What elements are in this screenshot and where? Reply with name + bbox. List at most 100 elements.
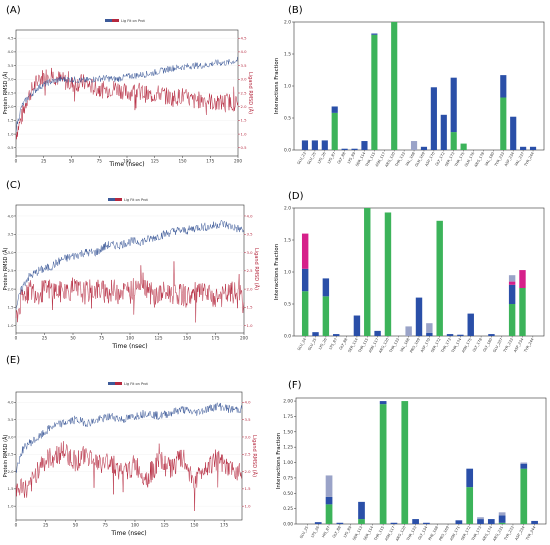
interactions-plot-f: 0.00 0.25 0.50 0.75 1.00 1.25 1.50 1.75 2.00 GLU… <box>276 397 547 543</box>
x-tick-label: GLU_24 <box>297 337 308 351</box>
y2-tick-label: 4.5 <box>241 36 248 41</box>
y-tick-label: 0.0 <box>284 148 291 154</box>
x-tick-label: VAL_168 <box>405 151 416 167</box>
bar-water-bridges-asp_170 <box>426 323 433 333</box>
panel-letter-f: (F) <box>288 380 302 391</box>
x-tick-label: 150 <box>183 336 191 341</box>
x-tick-label: ARG_231 <box>492 526 504 542</box>
protein-rmsd-line <box>15 402 243 473</box>
x-tick-label: ASN_171 <box>449 526 461 542</box>
bar-h-bonds-ser_113 <box>358 519 365 524</box>
x-tick-label: TYR_244 <box>525 525 537 542</box>
y2-tick-label: 2.5 <box>247 268 254 273</box>
x-tick-label: 100 <box>126 336 134 341</box>
x-axis-label: Time (nsec) <box>108 161 144 168</box>
bar-hydrophobic-thr_115 <box>371 33 378 35</box>
y-tick-label: 2.00 <box>283 399 293 405</box>
rmsd-plot-e: 1.0 1.5 2.0 2.5 3.0 3.5 4.0 1.0 1.5 2.0 2.5 3.0 3.5… <box>2 382 258 537</box>
bar-hydrophobic-pro_169 <box>415 297 423 336</box>
y2-axis-label: Ligand RMSD (Å) <box>253 248 260 290</box>
y-tick-label: 1.75 <box>283 414 293 420</box>
bar-h-bonds-lys_26 <box>322 296 330 336</box>
x-tick-label: 100 <box>131 523 139 528</box>
bar-hydrophobic-glu_25 <box>312 332 319 336</box>
y-tick-label: 2.5 <box>7 268 14 273</box>
grid <box>16 402 242 507</box>
bar-layer <box>301 22 537 150</box>
bar-hydrophobic-ser_114 <box>361 141 368 150</box>
y2-tick-label: 2.5 <box>245 452 252 457</box>
x-tick-label: TYR_233 <box>502 338 514 354</box>
x-tick-label: 0 <box>15 523 18 528</box>
y-tick-label: 1.00 <box>283 460 293 466</box>
legend-swatch-red <box>115 198 122 201</box>
y2-tick-label: 4.0 <box>247 213 254 218</box>
y2-tick-label: 4.0 <box>241 49 248 54</box>
bar-hydrophobic-asp_170 <box>430 87 437 150</box>
legend-label: Lig Fit on Prot <box>124 198 148 202</box>
bar-h-bonds-arg_120 <box>401 401 409 524</box>
x-tick-label: GLY_88 <box>332 525 342 539</box>
x-tick-label: GLY_172 <box>435 152 446 167</box>
bar-h-bonds-lys_87 <box>331 112 338 150</box>
x-tick-label: SER_114 <box>363 525 375 541</box>
bar-h-bonds-thr_115 <box>371 34 378 150</box>
x-tick-label: GLU_25 <box>299 526 309 540</box>
x-tick-label: THR_115 <box>373 526 385 543</box>
bar-hydrophobic-thr_173 <box>446 334 454 336</box>
x-tick-label: THR_173 <box>470 526 482 543</box>
x-tick-label: THR_133 <box>394 152 406 169</box>
x-tick-label: LYS_87 <box>327 152 337 165</box>
x-tick-label: 75 <box>103 523 109 528</box>
bar-hydrophobic-asp_234 <box>520 463 528 469</box>
bar-hydrophobic-ser_113 <box>358 501 365 520</box>
interactions-plot-d: 0.0 0.5 1.0 1.5 2.0 GLU_24 GLU_25 LYS_26 LYS_87… <box>274 206 545 355</box>
bar-hydrophobic-thr_133 <box>412 519 419 524</box>
x-ticks: GLU_23 GLU_25 LYS_26 LYS_87 GLY_88 LYS_89SER_… <box>297 150 535 169</box>
x-tick-label: 150 <box>190 523 198 528</box>
x-tick-label: SER_173 <box>444 152 455 168</box>
x-tick-label: 200 <box>234 159 242 164</box>
bar-h-bonds-asp_234 <box>519 288 526 336</box>
ligand-rmsd-line <box>15 261 245 323</box>
y-ticks: 0.00 0.25 0.50 0.75 1.00 1.25 1.50 1.75 2.00 <box>283 399 296 528</box>
bar-hydrophobic-lys_26 <box>322 278 330 297</box>
x-tick-label: THR_133 <box>388 338 400 355</box>
plot-frame <box>295 397 547 525</box>
x-tick-label: 150 <box>179 159 187 164</box>
bar-layer <box>301 208 526 336</box>
y-axis-label: Interactions Fraction <box>274 57 280 114</box>
x-tick-label: LYS_26 <box>317 151 327 164</box>
x-tick-label: ASN_175 <box>461 338 473 354</box>
bar-hydrophobic-gly_172 <box>440 114 447 150</box>
y-tick-label: 1.5 <box>7 118 14 123</box>
x-tick-label: SER_172 <box>460 526 471 542</box>
bar-hydrophobic-val_237 <box>520 146 527 150</box>
y-tick-label: 3.5 <box>7 232 14 237</box>
y-ticks: 1.0 1.5 2.0 2.5 3.0 3.5 4.0 <box>7 400 16 508</box>
bar-h-bonds-ser_172 <box>466 487 474 524</box>
legend-swatch-blue <box>105 19 112 22</box>
x-tick-label: 0 <box>15 336 18 341</box>
x-tick-label: VAL_180 <box>484 151 495 167</box>
ligand-rmsd-line <box>15 67 239 140</box>
interactions-plot-b: 0.0 0.5 1.0 1.5 2.0 GLU_23 GLU_25 LYS_26 LYS_87… <box>274 20 545 169</box>
x-tick-label: 175 <box>212 336 220 341</box>
x-tick-label: GLN_169 <box>414 151 426 168</box>
legend-label: Lig Fit on Prot <box>124 382 148 386</box>
bar-hydrophobic-tyr_233 <box>500 75 507 98</box>
x-tick-label: VAL_168 <box>399 337 410 353</box>
x-tick-label: SER_114 <box>355 151 367 167</box>
y-axis-label: Interactions Fraction <box>274 243 280 300</box>
bar-water-bridges-asp_234 <box>520 462 528 464</box>
y-tick-label: 1.5 <box>7 486 14 491</box>
bar-hydrophobic-ser_172 <box>466 468 474 488</box>
x-ticks: 0 25 50 75 100 125 150 175 200 <box>15 333 248 341</box>
bar-h-bonds-arg_120 <box>391 22 398 150</box>
bar-h-bonds-ser_172 <box>436 220 443 336</box>
bar-hydrophobic-asn_175 <box>467 313 474 336</box>
x-tick-label: ASP_234 <box>513 337 525 353</box>
y-tick-label: 0.5 <box>284 302 291 308</box>
y2-tick-label: 3.5 <box>247 232 254 237</box>
x-ticks: 0 25 50 75 100 125 150 175 <box>15 520 228 528</box>
